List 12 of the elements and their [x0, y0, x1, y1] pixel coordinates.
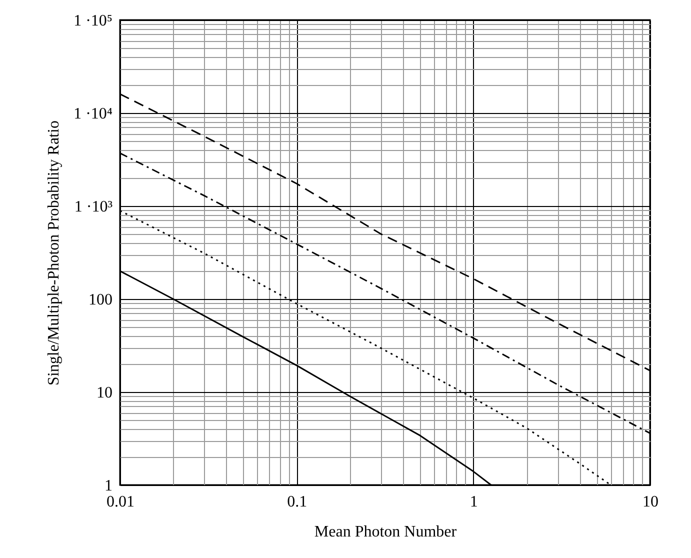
x-tick-label: 10 [642, 494, 658, 510]
x-tick-label: 1 [470, 494, 478, 510]
y-tick-label: 1 ·10³ [74, 198, 113, 216]
x-tick-label: 0.01 [106, 494, 134, 510]
y-tick-label: 1 ·10⁵ [74, 12, 112, 30]
y-tick-label: 1 ·10⁴ [74, 106, 113, 122]
y-tick-label: 1 [104, 478, 112, 494]
x-tick-label: 0.1 [287, 494, 308, 510]
y-tick-label: 100 [88, 292, 112, 308]
y-tick-label: 10 [96, 384, 112, 402]
x-axis-title: Mean Photon Number [314, 524, 458, 540]
y-axis-title: Single/Multiple-Photon Probability Ratio [46, 120, 63, 386]
